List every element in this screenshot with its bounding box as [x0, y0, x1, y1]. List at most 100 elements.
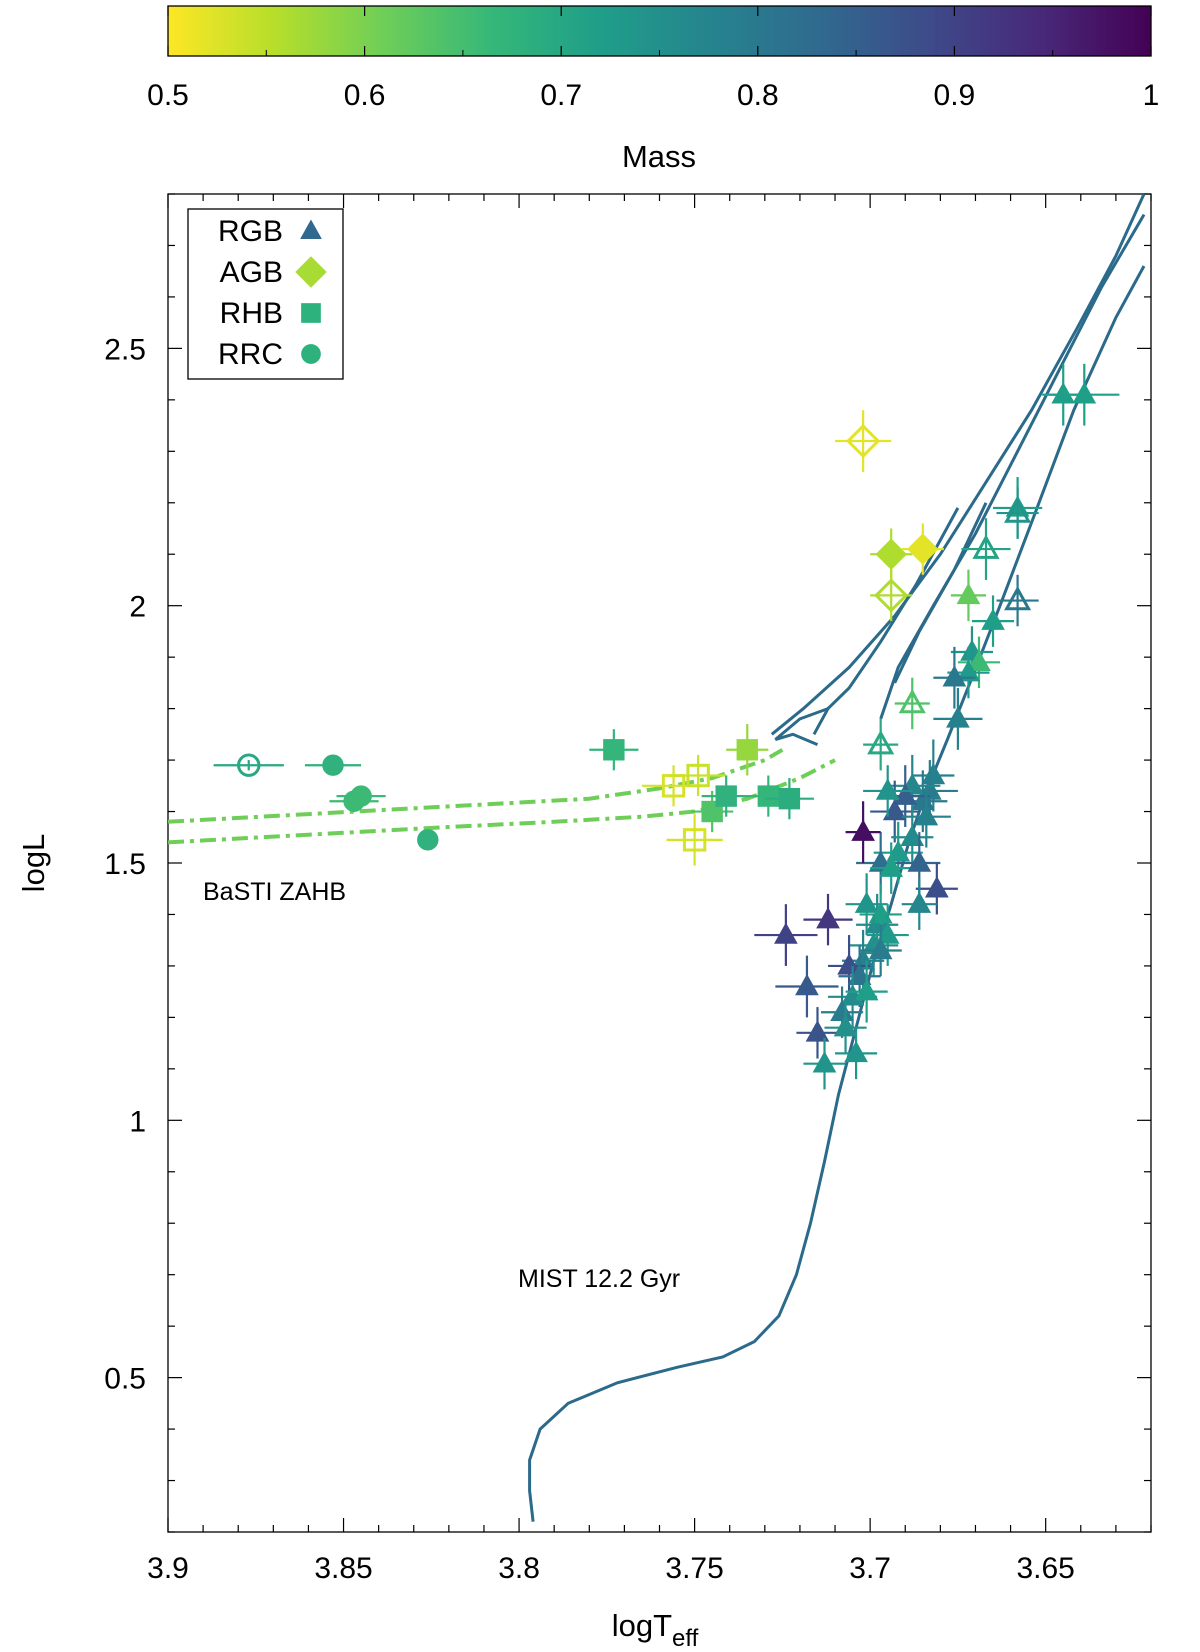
rgb-point — [868, 937, 893, 960]
legend-marker-rrc — [301, 344, 321, 364]
colorbar-tick-label: 0.5 — [147, 79, 189, 112]
legend-marker-agb — [295, 256, 327, 288]
colorbar-tick-label: 0.7 — [540, 79, 582, 112]
series-rhb — [589, 724, 814, 866]
x-tick-label: 3.65 — [1016, 1552, 1074, 1585]
series-rgb — [754, 363, 1120, 1090]
plot-frame — [167, 193, 1152, 1533]
rhb-point — [757, 785, 780, 807]
rgb-point — [942, 665, 967, 687]
rgb-point — [893, 783, 918, 805]
rgb-point — [805, 1020, 830, 1042]
rgb-point — [967, 649, 991, 672]
x-tick-label: 3.7 — [849, 1552, 891, 1585]
x-axis: 3.9 3.85 3.8 3.75 3.7 3.65 — [147, 194, 1152, 1585]
legend-marker-rhb — [301, 303, 321, 323]
colorbar-tick-label: 0.6 — [344, 79, 386, 112]
rhb-point — [686, 763, 710, 788]
rhb-point — [778, 787, 801, 810]
mist-isochrone-branch — [893, 502, 988, 684]
rgb-point — [1004, 498, 1032, 523]
x-axis-title-main: logT — [612, 1608, 672, 1643]
rgb-point — [1004, 585, 1032, 611]
legend: RGB AGB RHB RRC — [187, 208, 344, 380]
rgb-point — [833, 1015, 858, 1037]
rgb-point — [1072, 382, 1097, 404]
rgb-point — [795, 973, 819, 996]
rhb-point — [682, 828, 707, 852]
y-tick-label: 0.5 — [104, 1363, 146, 1396]
rgb-point — [875, 778, 900, 800]
colorbar-tick-label: 1 — [1143, 79, 1160, 112]
rgb-point — [882, 798, 907, 821]
legend-label-agb: AGB — [220, 256, 283, 289]
rgb-point — [867, 729, 895, 755]
data-points — [213, 363, 1120, 1090]
colorbar-gradient — [167, 5, 1152, 57]
agb-point — [846, 423, 881, 459]
agb-point — [874, 578, 909, 613]
rgb-point — [886, 840, 911, 862]
y-tick-label: 1.5 — [104, 848, 146, 881]
legend-label-rhb: RHB — [220, 297, 283, 330]
rgb-point — [910, 788, 935, 810]
colorbar-label: Mass — [622, 139, 696, 174]
rgb-point — [972, 534, 1000, 559]
colorbar: 0.5 0.6 0.7 0.8 0.9 1 Mass — [147, 5, 1159, 174]
annotation-basti-zahb: BaSTI ZAHB — [203, 878, 346, 906]
mist-isochrone-agb-inner — [879, 213, 1146, 720]
x-tick-label: 3.75 — [665, 1552, 723, 1585]
rrc-point — [417, 829, 439, 851]
rgb-point — [898, 688, 926, 714]
colorbar-ticks: 0.5 0.6 0.7 0.8 0.9 1 — [147, 6, 1159, 112]
rgb-point — [854, 979, 879, 1001]
rgb-point — [900, 824, 925, 847]
annotation-mist-isochrone: MIST 12.2 Gyr — [518, 1265, 680, 1293]
agb-point — [907, 533, 939, 565]
rgb-point — [946, 706, 970, 728]
y-tick-label: 2.5 — [104, 333, 146, 366]
rgb-point — [837, 953, 861, 975]
series-rrc — [213, 753, 439, 851]
rgb-point — [830, 999, 854, 1021]
rgb-point — [854, 891, 879, 913]
mist-isochrone-branch — [826, 507, 960, 710]
colorbar-tick-label: 0.8 — [737, 79, 779, 112]
legend-marker-rgb — [300, 219, 322, 239]
rgb-point — [816, 907, 840, 929]
x-tick-label: 3.9 — [147, 1552, 189, 1585]
rgb-point — [956, 582, 981, 605]
x-axis-title: logTeff — [612, 1608, 699, 1652]
rgb-point — [981, 608, 1005, 630]
y-tick-label: 1 — [129, 1105, 146, 1138]
rgb-point — [914, 804, 939, 826]
x-tick-label: 3.8 — [498, 1552, 540, 1585]
legend-label-rgb: RGB — [218, 215, 283, 248]
rrc-point — [322, 754, 344, 776]
rgb-point — [851, 819, 875, 841]
rhb-point — [603, 739, 625, 761]
rgb-point — [774, 922, 798, 944]
rgb-point — [907, 850, 932, 872]
zahb-lower-curve — [168, 758, 836, 845]
y-axis: 0.5 1 1.5 2 2.5 — [104, 193, 1151, 1533]
zahb-upper-curve — [168, 748, 784, 824]
x-tick-label: 3.85 — [314, 1552, 372, 1585]
rhb-point — [736, 739, 758, 761]
colorbar-tick-label: 0.9 — [934, 79, 976, 112]
rgb-point — [875, 922, 900, 944]
y-axis-title: logL — [16, 834, 51, 893]
rrc-point — [343, 790, 365, 812]
legend-label-rrc: RRC — [218, 338, 283, 371]
rgb-point — [924, 876, 949, 898]
mist-isochrone-loop — [774, 705, 832, 746]
mist-isochrone-agb-outer — [770, 194, 1146, 736]
rgb-point — [879, 855, 904, 877]
rgb-point — [1051, 382, 1076, 404]
rgb-point — [921, 762, 946, 785]
rhb-point — [715, 785, 737, 807]
rgb-point — [907, 891, 932, 913]
x-axis-title-subscript: eff — [672, 1625, 699, 1652]
agb-point — [875, 538, 907, 570]
